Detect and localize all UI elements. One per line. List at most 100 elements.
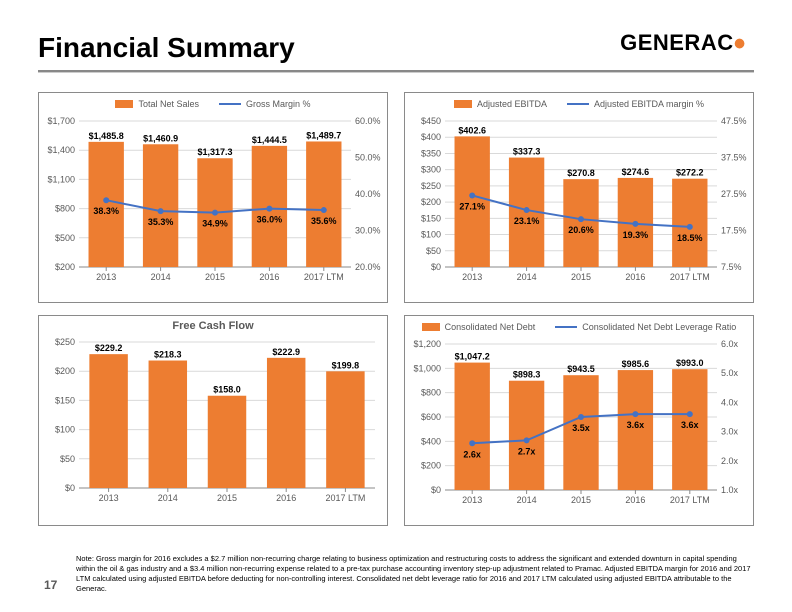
- svg-text:17.5%: 17.5%: [721, 226, 747, 236]
- legend-line: Consolidated Net Debt Leverage Ratio: [555, 322, 736, 332]
- brand-dot-icon: •: [734, 25, 746, 63]
- svg-text:6.0x: 6.0x: [721, 339, 739, 349]
- svg-text:$600: $600: [421, 412, 441, 422]
- svg-text:2016: 2016: [276, 493, 296, 503]
- chart-net-sales: Total Net Sales Gross Margin % $200 $500 $…: [38, 92, 388, 303]
- svg-text:$1,000: $1,000: [413, 363, 441, 373]
- svg-text:$1,317.3: $1,317.3: [197, 147, 232, 157]
- svg-text:20.6%: 20.6%: [568, 225, 594, 235]
- svg-text:2014: 2014: [517, 272, 537, 282]
- svg-text:37.5%: 37.5%: [721, 153, 747, 163]
- svg-text:2013: 2013: [462, 495, 482, 505]
- chart-free-cash-flow: Free Cash Flow $0$50$100$150$200$250$229…: [38, 315, 388, 526]
- svg-text:34.9%: 34.9%: [202, 219, 228, 229]
- legend: Consolidated Net Debt Consolidated Net D…: [405, 316, 753, 334]
- svg-text:$250: $250: [421, 181, 441, 191]
- svg-text:18.5%: 18.5%: [677, 233, 703, 243]
- svg-text:$800: $800: [421, 388, 441, 398]
- svg-text:2.0x: 2.0x: [721, 456, 739, 466]
- svg-text:$200: $200: [421, 197, 441, 207]
- svg-text:$1,700: $1,700: [47, 116, 75, 126]
- svg-text:3.6x: 3.6x: [681, 420, 699, 430]
- svg-text:35.6%: 35.6%: [311, 216, 337, 226]
- svg-text:$0: $0: [431, 485, 441, 495]
- svg-text:$1,200: $1,200: [413, 339, 441, 349]
- svg-text:$500: $500: [55, 233, 75, 243]
- svg-text:2017 LTM: 2017 LTM: [670, 272, 710, 282]
- svg-text:19.3%: 19.3%: [623, 230, 649, 240]
- svg-text:$200: $200: [421, 461, 441, 471]
- svg-text:$985.6: $985.6: [622, 359, 650, 369]
- svg-text:30.0%: 30.0%: [355, 226, 381, 236]
- svg-text:50.0%: 50.0%: [355, 153, 381, 163]
- svg-text:$450: $450: [421, 116, 441, 126]
- svg-text:$1,100: $1,100: [47, 174, 75, 184]
- svg-text:35.3%: 35.3%: [148, 217, 174, 227]
- svg-text:$200: $200: [55, 262, 75, 272]
- legend-bar: Total Net Sales: [115, 99, 199, 109]
- svg-text:2017 LTM: 2017 LTM: [304, 272, 344, 282]
- svg-text:$0: $0: [431, 262, 441, 272]
- svg-text:47.5%: 47.5%: [721, 116, 747, 126]
- svg-text:2.7x: 2.7x: [518, 446, 536, 456]
- svg-text:5.0x: 5.0x: [721, 368, 739, 378]
- chart-ebitda: Adjusted EBITDA Adjusted EBITDA margin %…: [404, 92, 754, 303]
- chart-svg: $0$200$400$600$800$1,000$1,2001.0x2.0x3.…: [405, 334, 753, 512]
- footnote: Note: Gross margin for 2016 excludes a $…: [76, 554, 754, 595]
- svg-text:27.1%: 27.1%: [459, 201, 485, 211]
- chart-svg: $200$500$800$1,100$1,400$1,70020.0%30.0%…: [39, 111, 387, 289]
- svg-text:$270.8: $270.8: [567, 168, 595, 178]
- legend-line: Adjusted EBITDA margin %: [567, 99, 704, 109]
- svg-text:2013: 2013: [462, 272, 482, 282]
- svg-text:$350: $350: [421, 148, 441, 158]
- svg-text:$337.3: $337.3: [513, 147, 541, 157]
- svg-text:3.5x: 3.5x: [572, 423, 590, 433]
- legend-line: Gross Margin %: [219, 99, 311, 109]
- svg-text:60.0%: 60.0%: [355, 116, 381, 126]
- svg-text:2013: 2013: [96, 272, 116, 282]
- svg-text:3.0x: 3.0x: [721, 427, 739, 437]
- svg-text:2016: 2016: [625, 495, 645, 505]
- svg-text:$50: $50: [426, 246, 441, 256]
- svg-text:2013: 2013: [99, 493, 119, 503]
- svg-text:2015: 2015: [205, 272, 225, 282]
- panel-title: Free Cash Flow: [39, 316, 387, 332]
- svg-text:$943.5: $943.5: [567, 364, 595, 374]
- svg-text:$222.9: $222.9: [272, 347, 300, 357]
- svg-text:2016: 2016: [625, 272, 645, 282]
- svg-text:$50: $50: [60, 454, 75, 464]
- svg-text:$272.2: $272.2: [676, 168, 704, 178]
- chart-svg: $0$50$100$150$200$250$300$350$400$4507.5…: [405, 111, 753, 289]
- svg-text:$274.6: $274.6: [622, 167, 650, 177]
- title-rule: [38, 70, 754, 73]
- slide: Financial Summary GENERAC• Total Net Sal…: [0, 0, 792, 612]
- svg-text:$300: $300: [421, 165, 441, 175]
- svg-text:2014: 2014: [151, 272, 171, 282]
- chart-net-debt: Consolidated Net Debt Consolidated Net D…: [404, 315, 754, 526]
- svg-text:$1,485.8: $1,485.8: [89, 131, 124, 141]
- svg-text:23.1%: 23.1%: [514, 216, 540, 226]
- svg-text:$229.2: $229.2: [95, 343, 123, 353]
- svg-text:$100: $100: [421, 230, 441, 240]
- svg-text:20.0%: 20.0%: [355, 262, 381, 272]
- svg-text:$400: $400: [421, 132, 441, 142]
- svg-text:38.3%: 38.3%: [93, 206, 119, 216]
- svg-text:$1,047.2: $1,047.2: [455, 352, 490, 362]
- svg-text:36.0%: 36.0%: [257, 215, 283, 225]
- svg-text:$1,489.7: $1,489.7: [306, 130, 341, 140]
- svg-text:2014: 2014: [158, 493, 178, 503]
- svg-text:3.6x: 3.6x: [627, 420, 645, 430]
- svg-text:$199.8: $199.8: [332, 360, 360, 370]
- svg-text:2014: 2014: [517, 495, 537, 505]
- page-number: 17: [44, 578, 57, 592]
- svg-text:$150: $150: [55, 395, 75, 405]
- svg-text:$1,444.5: $1,444.5: [252, 135, 287, 145]
- svg-text:$1,400: $1,400: [47, 145, 75, 155]
- svg-text:4.0x: 4.0x: [721, 397, 739, 407]
- svg-text:$400: $400: [421, 436, 441, 446]
- svg-text:$158.0: $158.0: [213, 385, 241, 395]
- svg-text:2015: 2015: [217, 493, 237, 503]
- charts-grid: Total Net Sales Gross Margin % $200 $500 $…: [38, 92, 754, 526]
- legend-bar: Adjusted EBITDA: [454, 99, 547, 109]
- svg-text:2016: 2016: [259, 272, 279, 282]
